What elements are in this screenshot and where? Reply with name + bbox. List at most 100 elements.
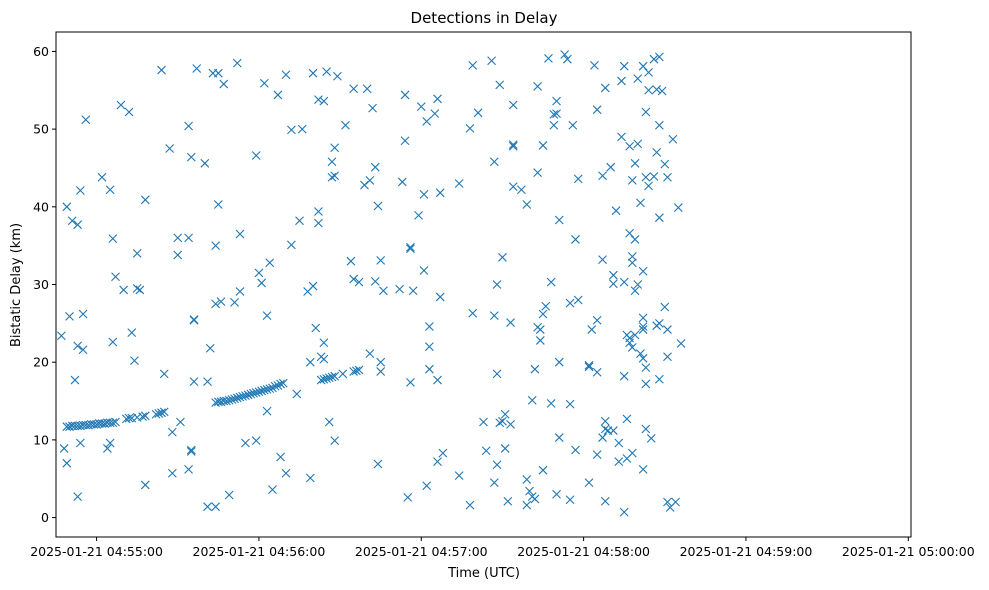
data-point [516, 185, 526, 195]
data-point [424, 322, 434, 331]
data-point [495, 80, 505, 90]
data-point [324, 417, 334, 427]
data-point [314, 207, 323, 216]
data-point [663, 325, 672, 334]
data-point [608, 426, 618, 435]
data-point [379, 286, 388, 296]
data-point [251, 151, 261, 160]
data-point [184, 465, 193, 474]
data-point [259, 385, 269, 395]
data-point [506, 318, 515, 327]
data-point [500, 444, 510, 453]
data-point [376, 357, 386, 367]
data-point [584, 362, 594, 372]
data-point [235, 229, 245, 239]
data-point [232, 58, 242, 68]
data-point [281, 70, 291, 80]
data-point [554, 357, 564, 367]
data-point [70, 375, 80, 385]
data-point [487, 56, 497, 66]
data-point [227, 395, 237, 404]
data-point [644, 85, 653, 95]
x-tick-label: 2025-01-21 04:58:00 [517, 544, 650, 559]
data-point [311, 323, 321, 333]
data-point [186, 445, 196, 455]
data-point [492, 369, 502, 379]
data-point [324, 373, 334, 383]
data-point [546, 277, 556, 287]
data-point [349, 274, 359, 284]
data-point [592, 367, 602, 377]
data-point [435, 188, 445, 198]
data-point [619, 61, 629, 71]
data-point [400, 136, 410, 146]
data-point [498, 252, 507, 262]
data-point [316, 375, 326, 385]
data-point [630, 330, 640, 340]
data-point [660, 159, 670, 169]
data-point [552, 109, 561, 118]
data-point [416, 102, 426, 111]
data-point [211, 241, 221, 251]
data-point [330, 436, 340, 446]
data-point [241, 438, 250, 448]
data-point [495, 418, 505, 428]
data-point [489, 157, 499, 167]
data-point [627, 448, 637, 458]
data-point [257, 278, 267, 288]
data-point [630, 235, 640, 244]
y-tick-label: 50 [33, 122, 49, 137]
data-point [562, 54, 572, 64]
data-point [438, 448, 448, 458]
data-point [186, 447, 196, 456]
data-point [573, 295, 583, 305]
data-point [373, 201, 383, 211]
data-point [297, 124, 307, 134]
data-point [600, 496, 610, 506]
x-tick-label: 2025-01-21 04:57:00 [355, 544, 488, 559]
data-point [454, 471, 464, 481]
data-point [638, 353, 648, 363]
data-point [278, 378, 288, 388]
data-point [408, 286, 418, 296]
data-point [167, 468, 177, 478]
data-point [654, 318, 664, 328]
data-point [663, 352, 672, 362]
data-point [657, 86, 667, 96]
data-point [224, 395, 234, 405]
data-point [638, 465, 648, 474]
data-point [287, 240, 296, 250]
plot-area [57, 50, 686, 517]
data-point [641, 363, 651, 373]
data-point [246, 389, 256, 399]
data-point [506, 419, 515, 429]
data-point [560, 50, 570, 59]
data-point [641, 424, 651, 434]
data-point [373, 459, 383, 469]
data-point [273, 381, 283, 390]
data-point [108, 234, 118, 244]
data-point [530, 494, 540, 504]
data-point [184, 233, 193, 243]
data-point [305, 473, 315, 483]
data-point [649, 172, 659, 181]
data-point [241, 391, 250, 400]
x-tick-label: 2025-01-21 05:00:00 [842, 544, 975, 559]
data-point [590, 61, 599, 70]
data-point [349, 84, 359, 94]
data-point [319, 96, 329, 106]
data-point [322, 374, 331, 383]
data-point [254, 268, 264, 278]
data-point [116, 100, 126, 110]
data-point [333, 71, 342, 81]
data-point [292, 389, 302, 399]
data-point [598, 433, 607, 442]
data-point [262, 311, 272, 320]
data-point [641, 379, 651, 389]
y-tick-label: 10 [33, 432, 49, 447]
data-point [138, 412, 147, 421]
data-point [592, 315, 602, 325]
data-point [167, 427, 177, 437]
y-tick-label: 0 [41, 510, 49, 525]
data-point [62, 202, 72, 212]
